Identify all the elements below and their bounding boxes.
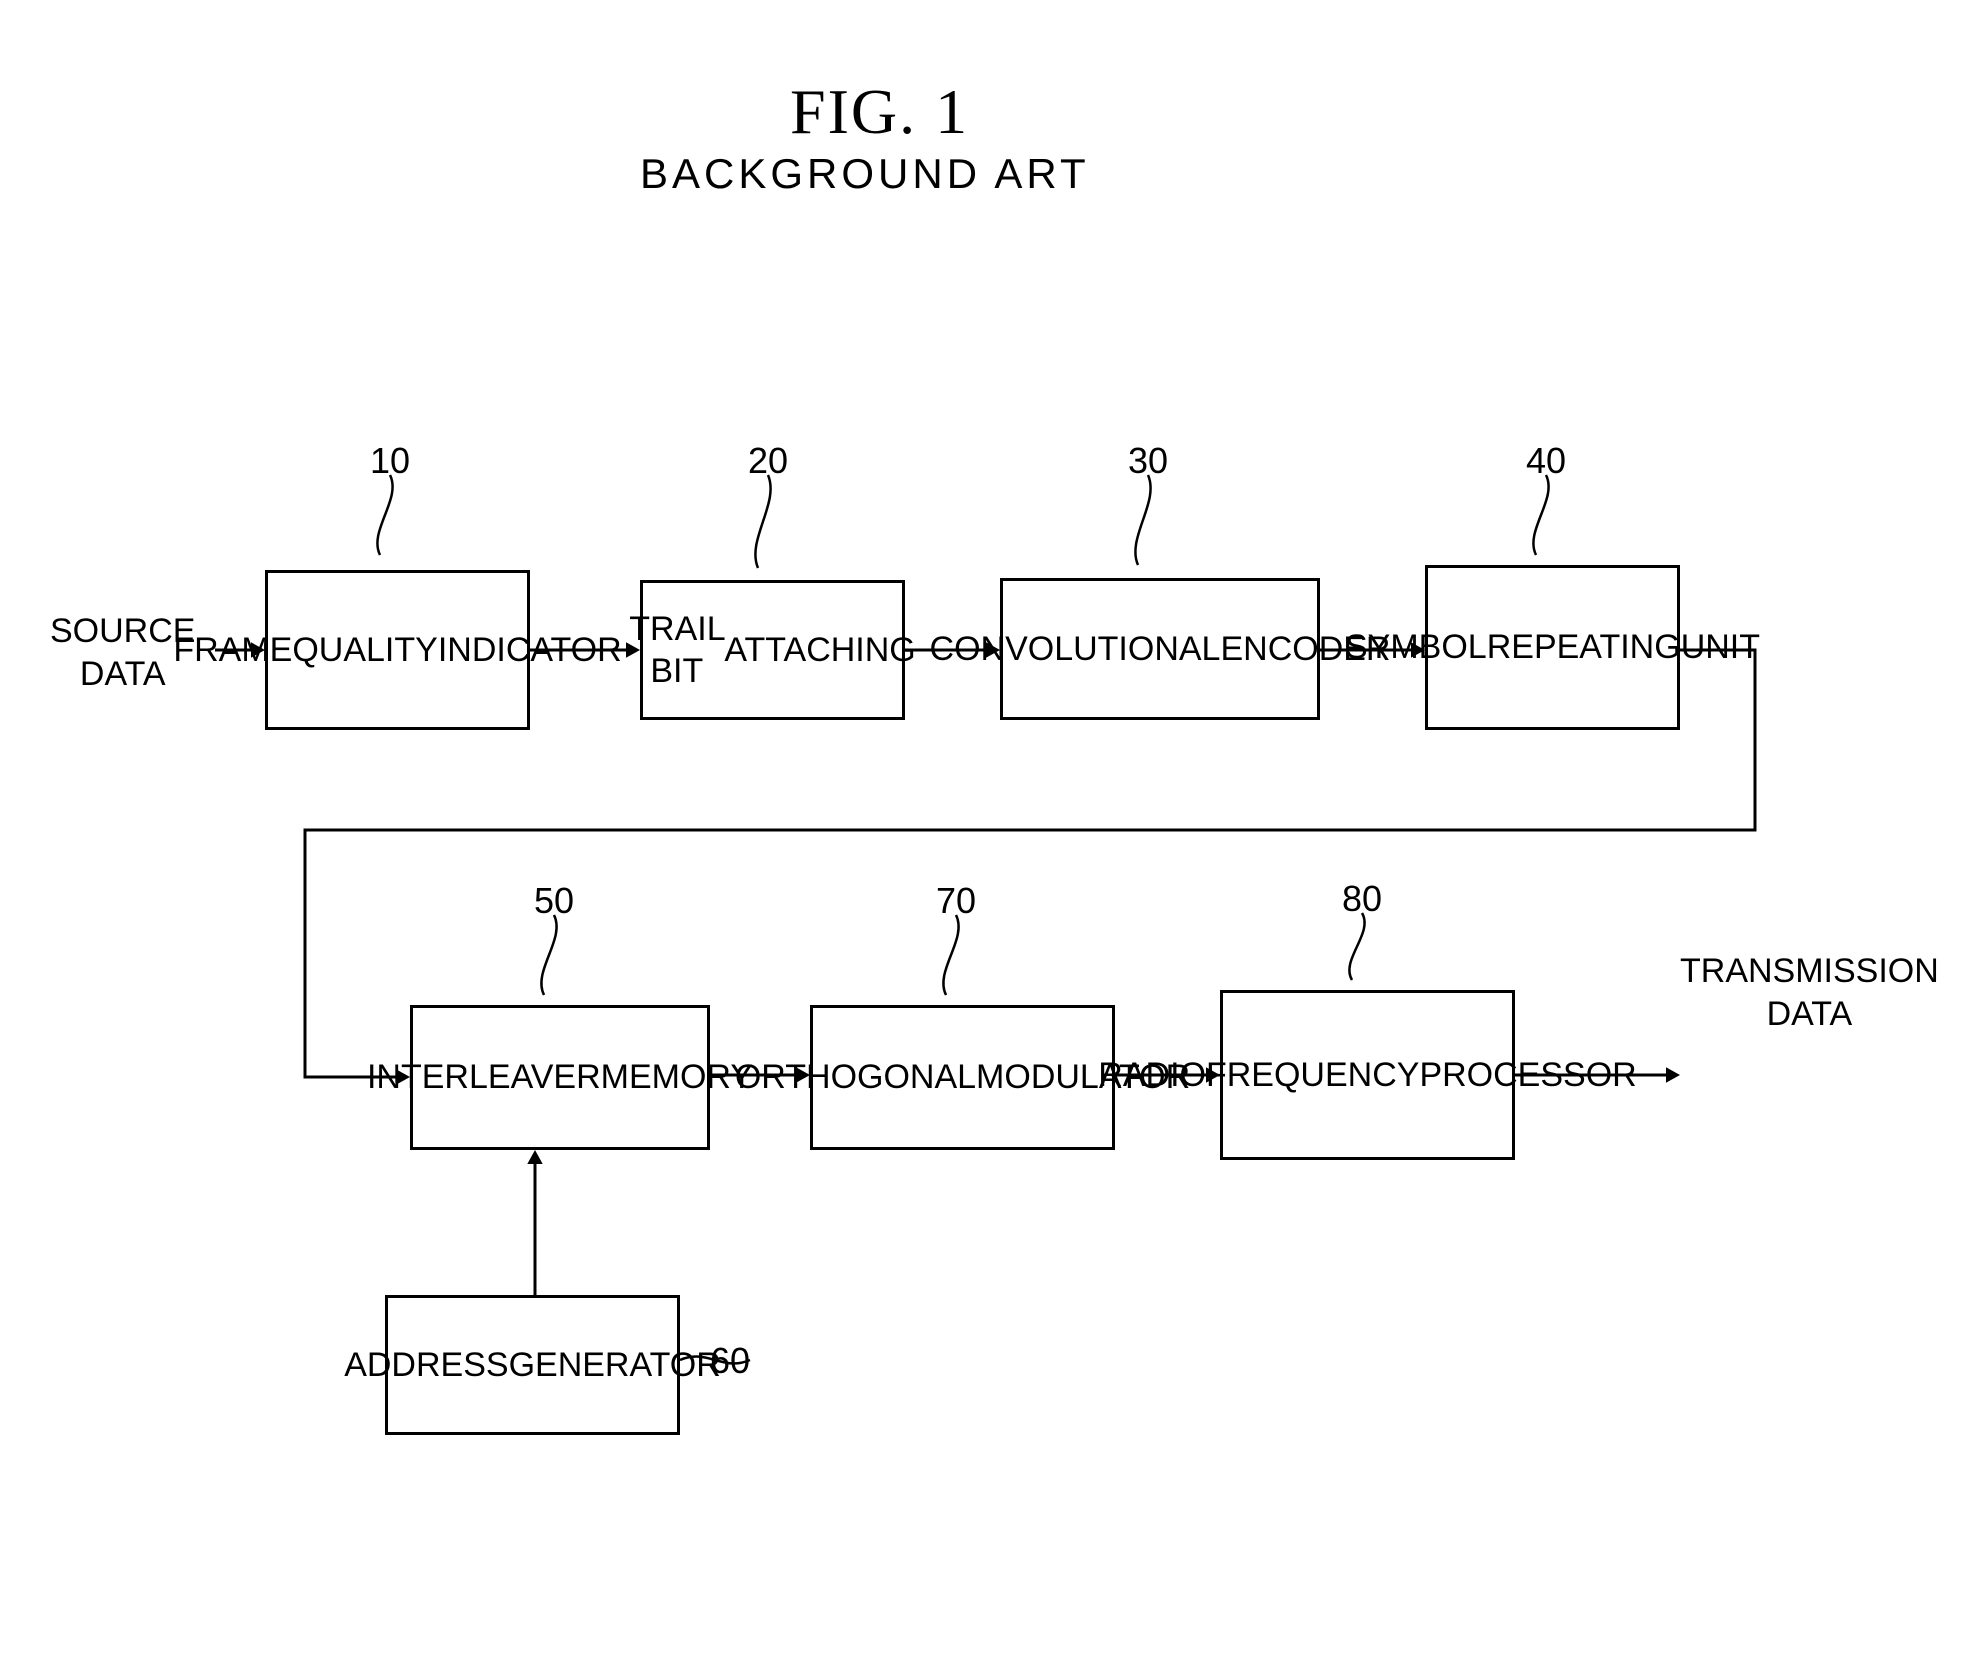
ref-40: 40: [1526, 440, 1566, 482]
block-10: FRAMEQUALITYINDICATOR: [265, 570, 530, 730]
block-70: ORTHOGONALMODULATOR: [810, 1005, 1115, 1150]
connector-overlay: [0, 0, 1969, 1655]
input-label-line2: DATA: [80, 655, 166, 693]
ref-20: 20: [748, 440, 788, 482]
figure-subtitle: BACKGROUND ART: [640, 150, 1090, 198]
block-50: INTERLEAVERMEMORY: [410, 1005, 710, 1150]
ref-50: 50: [534, 880, 574, 922]
ref-30: 30: [1128, 440, 1168, 482]
output-label: TRANSMISSION DATA: [1680, 950, 1939, 1035]
block-40: SYMBOLREPEATINGUNIT: [1425, 565, 1680, 730]
ref-80: 80: [1342, 878, 1382, 920]
output-label-line1: TRANSMISSION: [1680, 952, 1939, 990]
block-30: CONVOLUTIONALENCODER: [1000, 578, 1320, 720]
block-20: TRAIL BITATTACHING: [640, 580, 905, 720]
diagram-canvas: FIG. 1 BACKGROUND ART SOURCE DATA TRANSM…: [0, 0, 1969, 1655]
block-60: ADDRESSGENERATOR: [385, 1295, 680, 1435]
block-80: RADIOFREQUENCYPROCESSOR: [1220, 990, 1515, 1160]
arrows-group: [215, 642, 1755, 1295]
ref-70: 70: [936, 880, 976, 922]
figure-title: FIG. 1: [790, 75, 969, 149]
ref-10: 10: [370, 440, 410, 482]
ref-60: 60: [710, 1340, 750, 1382]
output-label-line2: DATA: [1767, 995, 1853, 1033]
